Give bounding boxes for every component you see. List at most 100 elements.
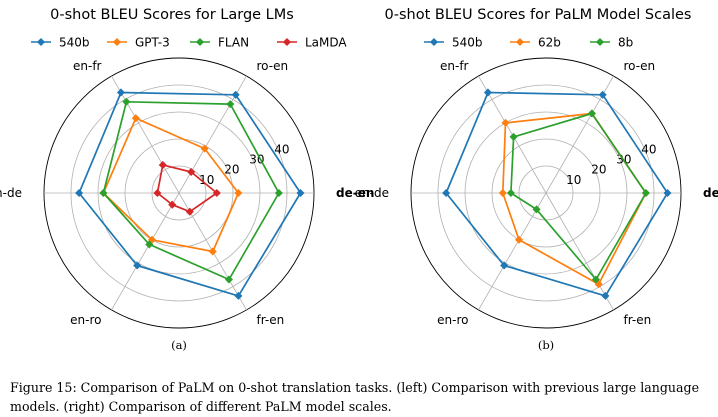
data-point <box>498 188 507 198</box>
legend-marker <box>195 37 205 47</box>
data-point <box>226 100 235 109</box>
radial-tick-label: 10 <box>199 173 214 187</box>
data-point <box>296 188 305 198</box>
caption-line-2: models. (right) Comparison of different … <box>10 399 392 414</box>
data-point <box>208 247 217 256</box>
data-point <box>224 275 233 284</box>
data-point <box>500 261 509 270</box>
data-point <box>483 88 492 97</box>
axis-label-en-ro: en-ro <box>437 313 468 327</box>
data-point <box>187 167 196 176</box>
series-8b <box>506 109 650 284</box>
data-point <box>663 188 672 198</box>
data-point <box>153 188 162 198</box>
data-point <box>145 240 154 249</box>
radial-tick-label: 10 <box>566 173 581 187</box>
axis-label-ro-en: ro-en <box>257 59 289 73</box>
radial-tick-label: 30 <box>249 153 264 167</box>
legend-item: 62b <box>510 36 561 50</box>
data-point <box>641 188 650 198</box>
axis-label-en-ro: en-ro <box>70 313 101 327</box>
series-line <box>445 91 669 297</box>
data-point <box>501 118 510 127</box>
data-point <box>116 88 125 97</box>
legend-marker <box>282 37 292 47</box>
legend-item: 8b <box>590 36 633 50</box>
radar-chart-palm-scales: 0-shot BLEU Scores for PaLM Model Scales… <box>355 7 718 352</box>
legend-label: GPT-3 <box>135 36 170 50</box>
axis-label-en-de: en-de <box>0 186 22 200</box>
data-point <box>601 291 610 300</box>
legend-marker <box>36 37 46 47</box>
radar-chart-large-lms: 0-shot BLEU Scores for Large LMs 540b GPT-… <box>0 7 374 352</box>
data-point <box>168 200 177 209</box>
subfigure-label: (b) <box>538 338 554 352</box>
grid-spoke <box>545 192 614 311</box>
axis-label-fr-en: fr-en <box>257 313 285 327</box>
series-540b <box>442 88 672 300</box>
data-point <box>587 109 596 118</box>
radial-tick-label: 40 <box>641 142 656 156</box>
legend-item: 540b <box>31 36 90 50</box>
grid-spoke <box>111 75 180 194</box>
series-line <box>501 112 647 286</box>
subfigure-label: (a) <box>171 338 187 352</box>
legend-label: 540b <box>452 36 483 50</box>
axis-label-de-en: de-en <box>703 186 718 200</box>
legend-label: FLAN <box>218 36 249 50</box>
data-point <box>591 275 600 284</box>
legend-label: 8b <box>618 36 633 50</box>
legend-marker <box>429 37 439 47</box>
axis-label-fr-en: fr-en <box>624 313 652 327</box>
series-line <box>102 117 240 253</box>
grid-spoke <box>111 192 180 311</box>
series-540b <box>75 88 305 300</box>
chart-title: 0-shot BLEU Scores for PaLM Model Scales <box>385 7 692 23</box>
series-line <box>78 91 302 297</box>
series-gpt-3 <box>99 114 243 256</box>
series-flan <box>99 97 283 284</box>
legend-marker <box>595 37 605 47</box>
legend-item: FLAN <box>190 36 249 50</box>
legend-marker <box>112 37 122 47</box>
data-point <box>514 235 524 244</box>
data-point <box>506 188 515 198</box>
series-lamda <box>153 160 221 216</box>
caption-line-1: Figure 15: Comparison of PaLM on 0-shot … <box>10 380 700 395</box>
axis-label-en-fr: en-fr <box>73 59 102 73</box>
data-point <box>200 144 209 153</box>
radial-tick-label: 20 <box>591 163 606 177</box>
axis-label-ro-en: ro-en <box>624 59 656 73</box>
legend-item: 540b <box>424 36 483 50</box>
legend-marker <box>515 37 525 47</box>
data-point <box>234 291 243 300</box>
data-point <box>212 188 221 198</box>
data-point <box>442 188 451 198</box>
axis-label-en-fr: en-fr <box>440 59 469 73</box>
figure-caption: Figure 15: Comparison of PaLM on 0-shot … <box>10 378 714 416</box>
data-point <box>99 188 108 198</box>
data-point <box>274 188 283 198</box>
data-point <box>122 97 131 106</box>
axis-label-en-de: en-de <box>355 186 389 200</box>
data-point <box>131 114 140 123</box>
chart-title: 0-shot BLEU Scores for Large LMs <box>50 7 294 23</box>
data-point <box>532 205 541 214</box>
data-point <box>509 132 518 141</box>
data-point <box>133 261 142 270</box>
grid-spoke <box>478 192 547 311</box>
legend-label: 540b <box>59 36 90 50</box>
data-point <box>231 90 240 99</box>
radial-tick-label: 40 <box>274 142 289 156</box>
axis-label-de-en: de-en <box>336 186 374 200</box>
data-point <box>598 90 607 99</box>
data-point <box>185 207 194 216</box>
series-line <box>510 112 647 281</box>
legend-item: LaMDA <box>277 36 347 50</box>
legend-label: LaMDA <box>305 36 347 50</box>
data-point <box>158 160 167 169</box>
legend-item: GPT-3 <box>107 36 170 50</box>
data-point <box>75 188 84 198</box>
data-point <box>234 188 243 198</box>
